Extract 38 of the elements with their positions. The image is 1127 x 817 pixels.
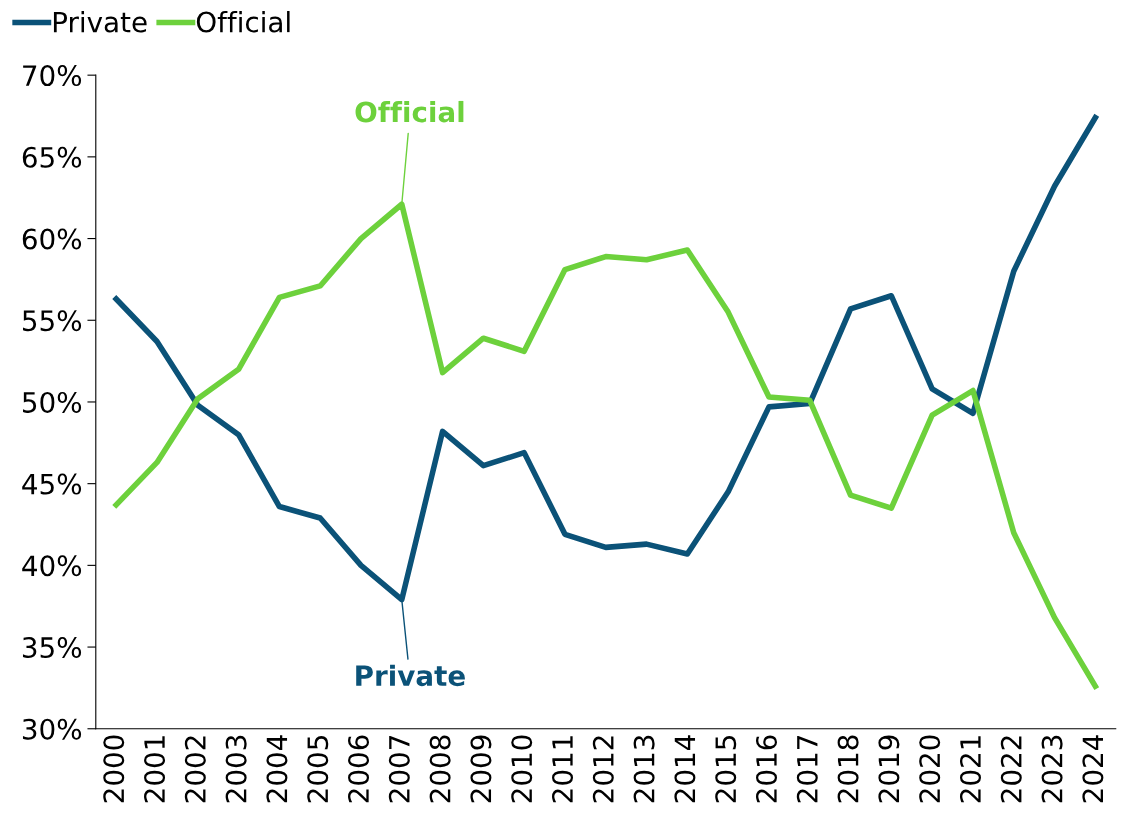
x-tick-label: 2005: [307, 736, 329, 803]
y-tick-label: 50%: [23, 391, 82, 413]
x-tick-label: 2006: [348, 735, 370, 803]
x-tick-label: 2021: [959, 736, 981, 803]
x-tick-label: 2015: [715, 736, 737, 803]
legend-label: Private: [53, 11, 147, 33]
annotation: Private: [356, 664, 465, 687]
x-tick-label: 2018: [837, 735, 859, 803]
x-tick-label: 2010: [511, 735, 533, 803]
y-tick-label: 70%: [23, 65, 82, 87]
x-tick-label: 2017: [796, 736, 818, 803]
y-tick-label: 55%: [23, 310, 82, 332]
x-tick-label: 2016: [756, 735, 778, 803]
y-tick-label: 40%: [22, 555, 82, 577]
x-tick-label: 2002: [184, 736, 206, 803]
x-tick-label: 2013: [633, 735, 655, 803]
x-tick-label: 2023: [1041, 735, 1063, 803]
y-tick-label: 45%: [22, 473, 82, 495]
x-tick-label: 2004: [266, 735, 288, 803]
x-tick-label: 2024: [1082, 735, 1104, 803]
x-tick-label: 2001: [144, 736, 166, 803]
x-tick-label: 2011: [552, 736, 574, 803]
x-tick-label: 2014: [674, 735, 696, 803]
x-tick-label: 2000: [103, 735, 125, 803]
y-tick-label: 65%: [22, 146, 82, 168]
x-tick-label: 2022: [1000, 736, 1022, 803]
x-tick-label: 2012: [592, 736, 614, 803]
x-tick-label: 2019: [878, 735, 900, 803]
x-tick-label: 2009: [470, 735, 492, 803]
y-tick-label: 35%: [22, 637, 82, 659]
legend-label: Official: [196, 11, 290, 33]
y-tick-label: 60%: [22, 228, 82, 250]
x-tick-label: 2007: [388, 736, 410, 803]
x-tick-label: 2008: [429, 735, 451, 803]
y-tick-label: 30%: [22, 718, 82, 740]
x-tick-label: 2003: [225, 735, 247, 803]
x-tick-label: 2020: [919, 735, 941, 803]
annotation: Official: [355, 100, 464, 123]
